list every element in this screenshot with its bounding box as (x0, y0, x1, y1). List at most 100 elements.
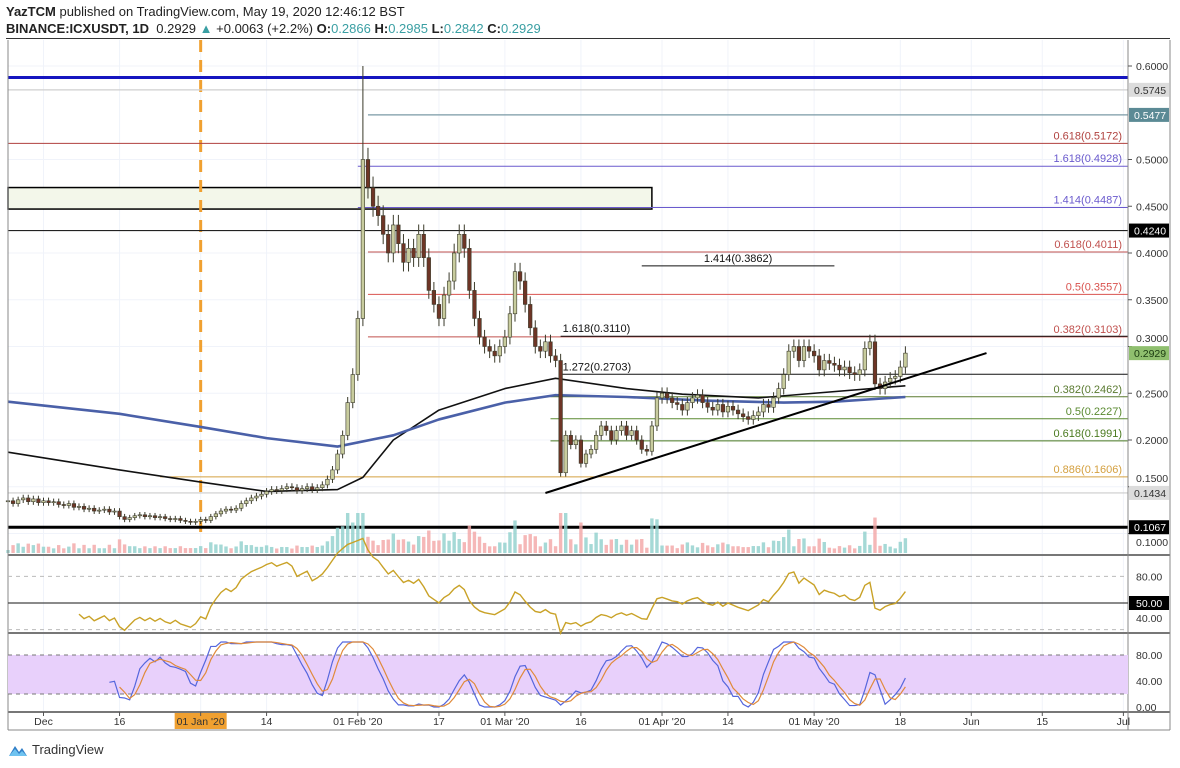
volume-bar (493, 546, 497, 553)
volume-bar (452, 532, 456, 553)
volume-bar (705, 545, 710, 553)
date-axis-label: 18 (894, 716, 906, 728)
volume-bar (325, 541, 330, 553)
candle-body (391, 224, 396, 254)
volume-bar (792, 546, 796, 553)
candle-body (269, 489, 274, 492)
candle-body (558, 360, 563, 474)
volume-bar (863, 531, 867, 553)
volume-bar (275, 548, 279, 553)
candle-body (56, 501, 61, 505)
candle-body (690, 397, 695, 403)
last-price: 0.2929 (156, 21, 197, 36)
volume-bar (543, 542, 548, 553)
candle-body (502, 336, 507, 347)
open-value: 0.2866 (331, 21, 371, 36)
candle-body (538, 346, 543, 352)
price-badge-label: 0.2929 (1134, 348, 1166, 360)
candle-body (173, 518, 178, 520)
volume-bar (335, 527, 340, 553)
moving-average-line (7, 377, 906, 493)
fib-level-label: 0.5(0.2227) (1066, 406, 1122, 418)
candle-body (294, 487, 300, 491)
price-axis-label: 0.1500 (1136, 473, 1168, 485)
close-value: 0.2929 (500, 21, 541, 36)
candle-body (817, 355, 822, 371)
candle-body (888, 377, 893, 383)
volume-bar (852, 548, 857, 553)
candle-body (71, 503, 77, 508)
candle-body (446, 280, 452, 296)
author-name[interactable]: YazTCM (6, 4, 56, 19)
volume-bar (645, 547, 649, 553)
volume-bar (690, 545, 695, 553)
candle-body (715, 404, 720, 411)
candle-body (867, 341, 872, 349)
volume-bar (219, 544, 223, 553)
volume-bar (604, 544, 608, 553)
volume-bar (634, 539, 639, 553)
candle-body (568, 435, 573, 445)
candle-body (832, 363, 837, 366)
volume-bar (518, 544, 522, 553)
symbol-name[interactable]: BINANCE:ICXUSDT, 1D (6, 21, 150, 36)
volume-bar (204, 548, 208, 553)
volume-bar (361, 513, 365, 553)
volume-bar (533, 536, 537, 553)
candle-body (381, 215, 386, 235)
volume-bar (422, 536, 426, 553)
stoch-axis-label: 40.00 (1136, 676, 1162, 688)
candle-body (26, 497, 31, 503)
candle-body (107, 508, 112, 513)
rsi-axis-label: 50.00 (1136, 598, 1162, 610)
candle-body (21, 497, 26, 501)
date-axis-label: 01 Mar '20 (480, 716, 529, 728)
volume-bar (143, 546, 147, 553)
candle-body (685, 402, 690, 411)
volume-bar (41, 546, 46, 553)
volume-bar (776, 541, 781, 553)
candle-body (127, 517, 132, 520)
candle-body (411, 248, 416, 258)
volume-bar (609, 539, 614, 553)
date-axis-label: 16 (575, 716, 587, 728)
candle-body (467, 248, 472, 291)
candle-body (376, 205, 381, 216)
price-badge-label: 0.5745 (1134, 85, 1166, 97)
price-badge-label: 0.5477 (1134, 110, 1166, 122)
volume-bar (163, 546, 167, 553)
volume-bar (148, 548, 152, 553)
volume-bar (903, 538, 908, 553)
candle-body (289, 486, 295, 489)
volume-bar (771, 540, 776, 553)
candle-body (523, 280, 528, 305)
candle-body (852, 372, 857, 375)
candle-body (507, 313, 513, 338)
candle-body (46, 500, 51, 503)
price-badge (1129, 485, 1169, 500)
volume-bar (31, 545, 36, 553)
volume-bar (249, 545, 254, 553)
volume-bar (330, 536, 335, 553)
volume-bar (797, 539, 801, 553)
price-axis-label: 0.5000 (1136, 155, 1168, 167)
candle-body (183, 520, 188, 522)
candle-body (168, 518, 173, 520)
candle-body (310, 486, 315, 490)
volume-bar (259, 546, 264, 553)
volume-bar (477, 536, 482, 553)
volume-bar (802, 538, 806, 553)
candle-body (705, 402, 710, 408)
candle-body (386, 234, 391, 254)
volume-bar (92, 544, 96, 553)
date-axis-label: 14 (722, 716, 734, 728)
volume-bar (391, 533, 396, 553)
volume-bar (198, 546, 203, 553)
triangle-up-icon: ▲ (199, 21, 213, 36)
volume-bar (305, 547, 309, 553)
candle-body (66, 503, 71, 506)
price-axis-label: 0.4000 (1136, 248, 1168, 260)
volume-bar (51, 548, 56, 553)
brand-name[interactable]: TradingView (32, 742, 104, 757)
